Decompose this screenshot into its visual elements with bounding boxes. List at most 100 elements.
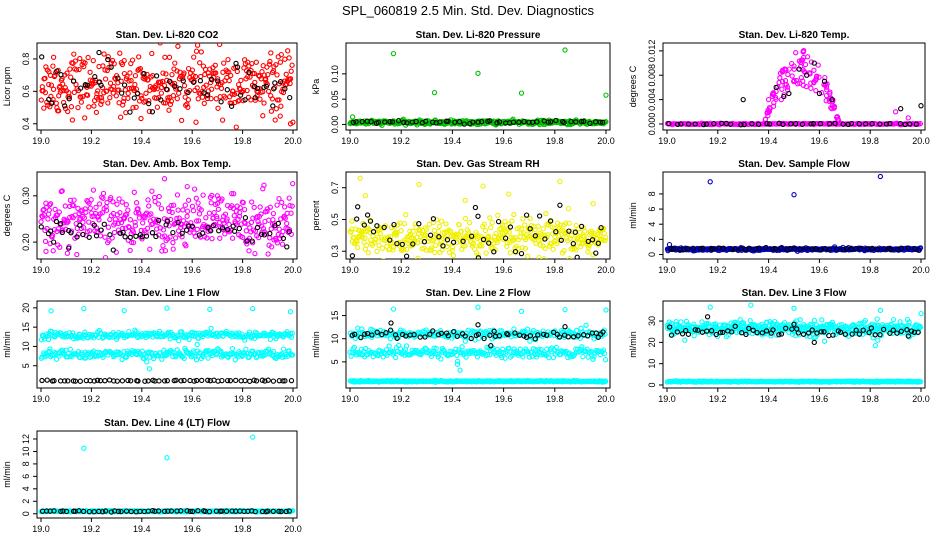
data-point [70, 330, 76, 336]
data-point [145, 378, 151, 384]
plot-frame [36, 300, 298, 389]
data-point [398, 228, 404, 234]
x-tick-label: 20.0 [912, 394, 930, 404]
data-point [379, 331, 385, 338]
data-point [90, 57, 96, 64]
data-point [162, 54, 168, 60]
data-point [286, 228, 292, 235]
data-point [831, 105, 837, 111]
x-tick-label: 19.6 [495, 136, 513, 146]
data-point [48, 308, 54, 314]
data-point [242, 97, 248, 103]
data-point [536, 237, 542, 244]
data-point [118, 90, 125, 96]
data-point [863, 121, 869, 127]
data-point [142, 378, 148, 384]
data-point [155, 201, 162, 207]
data-point [270, 210, 277, 217]
data-point [364, 330, 371, 337]
x-tick-label: 19.0 [341, 394, 359, 404]
data-point [82, 115, 88, 121]
data-point [168, 98, 175, 104]
data-point [915, 247, 922, 253]
data-point [456, 222, 462, 228]
data-point [108, 64, 114, 70]
data-point [412, 221, 418, 227]
x-tick-label: 19.6 [811, 265, 829, 275]
data-point [762, 116, 769, 122]
y-tick-label: 5 [330, 359, 340, 364]
x-tick-label: 19.2 [392, 136, 410, 146]
data-point [130, 239, 137, 246]
data-point [453, 346, 459, 352]
data-point [53, 100, 59, 106]
data-point [120, 229, 126, 236]
data-point [106, 377, 113, 383]
data-point [816, 74, 822, 80]
data-point [269, 96, 276, 102]
data-point [281, 204, 288, 210]
data-point [82, 60, 88, 66]
data-point [877, 121, 883, 127]
x-tick-label: 20.0 [597, 136, 615, 146]
data-point [156, 217, 162, 224]
data-point [779, 86, 785, 92]
data-point [101, 51, 107, 57]
data-point [479, 243, 485, 249]
data-point [105, 100, 111, 106]
data-point [808, 59, 815, 65]
data-point [274, 72, 280, 78]
data-point [197, 60, 203, 66]
data-point [431, 237, 437, 243]
data-point [171, 83, 178, 89]
data-point [176, 90, 182, 96]
data-point [799, 121, 806, 127]
data-point [277, 59, 284, 65]
data-point [797, 317, 803, 323]
data-point [394, 240, 400, 247]
data-point [261, 232, 268, 238]
data-point [386, 343, 392, 349]
data-point [118, 219, 125, 226]
data-point [424, 226, 430, 232]
data-point [587, 120, 593, 126]
data-point [71, 202, 77, 209]
data-point [272, 117, 278, 123]
data-point [200, 230, 206, 236]
data-point [801, 68, 807, 74]
panel-4: Stan. Dev. Amb. Box Temp.degrees C19.0 19… [2, 159, 302, 275]
data-point [497, 328, 503, 334]
data-point [46, 81, 52, 88]
data-point [121, 70, 128, 77]
data-point [287, 202, 293, 209]
data-point [82, 206, 88, 212]
data-point [431, 345, 437, 351]
data-point [570, 244, 576, 250]
data-point [244, 238, 250, 244]
data-point [98, 101, 104, 107]
data-point [209, 235, 215, 242]
data-point [480, 183, 486, 189]
data-point [190, 79, 197, 85]
data-point [132, 223, 139, 229]
data-point [72, 378, 79, 384]
data-point [869, 245, 875, 252]
data-point [840, 121, 846, 127]
data-point [684, 245, 691, 252]
data-point [488, 245, 494, 251]
data-point [403, 246, 410, 252]
data-point [898, 106, 904, 112]
data-point [174, 95, 180, 102]
data-point [124, 73, 130, 80]
data-point [164, 378, 170, 384]
data-point [764, 120, 770, 127]
data-point [194, 341, 200, 348]
data-point [275, 220, 281, 227]
data-point [172, 60, 178, 66]
data-point [139, 95, 145, 102]
y-tick-label: 0.7 [330, 181, 340, 194]
data-point [451, 328, 457, 335]
x-tick-label: 19.8 [546, 136, 564, 146]
data-point [247, 74, 253, 80]
